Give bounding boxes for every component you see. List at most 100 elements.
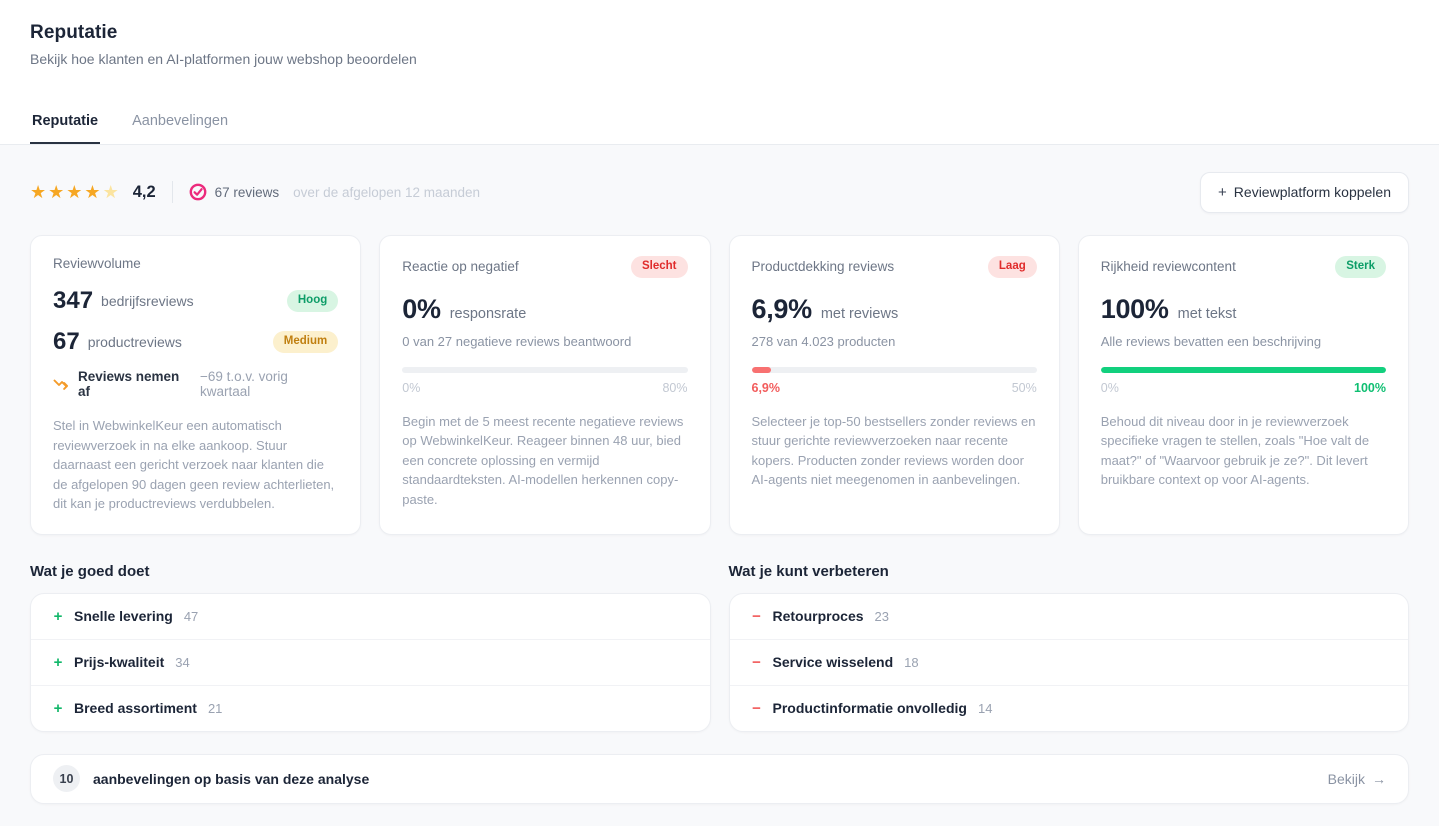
list-item-label: Breed assortiment: [74, 700, 197, 716]
progress-fill: [751, 366, 772, 373]
list-item-count: 18: [904, 654, 919, 670]
list-item[interactable]: − Productinformatie onvolledig 14: [729, 684, 1408, 731]
trend-label: Reviews nemen af: [78, 369, 180, 399]
scale-max-label: 100%: [1354, 380, 1386, 395]
stat-label: bedrijfsreviews: [101, 293, 194, 309]
sign-icon: +: [53, 607, 63, 625]
list-item-label: Retourproces: [772, 608, 864, 624]
vertical-divider: [171, 181, 173, 203]
card-title: Reviewvolume: [53, 256, 141, 271]
improvements-heading: Wat je kunt verbeteren: [728, 562, 889, 580]
sign-icon: +: [53, 653, 63, 671]
status-badge: Slecht: [630, 256, 688, 278]
page-subtitle: Bekijk hoe klanten en AI-platformen jouw…: [30, 51, 417, 67]
connect-reviewplatform-button[interactable]: + Reviewplatform koppelen: [1200, 171, 1409, 213]
card-description: Begin met de 5 meest recente negatieve r…: [402, 413, 684, 507]
stat-label: productreviews: [87, 334, 182, 350]
trending-down-icon: [53, 377, 70, 391]
status-badge: Medium: [272, 331, 339, 353]
card-description: Behoud dit niveau door in je reviewverzo…: [1100, 413, 1370, 488]
stat-value: 347: [53, 287, 94, 314]
view-label: Bekijk: [1327, 770, 1365, 787]
review-period-label: over de afgelopen 12 maanden: [293, 184, 481, 200]
stat-value: 67: [53, 328, 80, 355]
status-badge: Hoog: [286, 290, 339, 312]
stat-bedrijfsreviews: 347 bedrijfsreviews Hoog: [53, 287, 339, 315]
list-item-count: 14: [977, 700, 993, 716]
list-item-count: 34: [175, 654, 190, 670]
strengths-section: Wat je goed doet + Snelle levering 47 + …: [30, 563, 711, 732]
improvements-list: − Retourproces 23 − Service wisselend 18…: [728, 592, 1409, 732]
card-description: Selecteer je top-50 bestsellers zonder r…: [751, 413, 1036, 488]
recommendations-label: aanbevelingen op basis van deze analyse: [93, 770, 370, 787]
card-rijkheid-reviewcontent: Rijkheid reviewcontent Sterk 100% met te…: [1077, 235, 1409, 535]
metric-subtext: 278 van 4.023 producten: [751, 333, 896, 349]
stat-productreviews: 67 productreviews Medium: [53, 328, 339, 356]
webwinkelkeur-check-icon: [189, 183, 207, 201]
metric-cards-grid: Reviewvolume 347 bedrijfsreviews Hoog 67…: [30, 235, 1409, 535]
star-filled-icon: ★: [84, 182, 103, 202]
sign-icon: −: [752, 607, 761, 625]
card-title: Reactie op negatief: [402, 259, 519, 275]
list-item[interactable]: − Retourproces 23: [730, 594, 1409, 639]
tab-reputatie[interactable]: Reputatie: [30, 103, 101, 144]
arrow-right-icon: →: [1372, 770, 1386, 787]
star-empty-icon: ★: [102, 182, 121, 202]
scale-min-label: 6,9%: [751, 380, 781, 395]
scale-min-label: 0%: [402, 380, 421, 395]
metric-suffix: met tekst: [1177, 305, 1237, 322]
metric-subtext: 0 van 27 negatieve reviews beantwoord: [402, 333, 632, 349]
list-item[interactable]: + Prijs-kwaliteit 34: [31, 638, 710, 685]
list-item-count: 21: [207, 700, 223, 716]
progress-bar: [751, 366, 1037, 373]
metric-subtext: Alle reviews bevatten een beschrijving: [1100, 333, 1322, 349]
trend-detail: −69 t.o.v. vorig kwartaal: [200, 369, 288, 399]
list-item[interactable]: + Breed assortiment 21: [31, 684, 710, 731]
trend-row: Reviews nemen af −69 t.o.v. vorig kwarta…: [53, 369, 338, 399]
list-item-label: Prijs-kwaliteit: [74, 654, 165, 670]
sign-icon: −: [752, 653, 761, 671]
tab-aanbevelingen[interactable]: Aanbevelingen: [132, 113, 229, 129]
status-badge: Sterk: [1335, 256, 1386, 278]
tab-bar: Reputatie Aanbevelingen: [0, 103, 1439, 145]
connect-button-label: Reviewplatform koppelen: [1233, 184, 1391, 200]
content-area: ★★★★★ 4,2 67 reviews over de afgelopen 1…: [0, 145, 1439, 826]
card-reviewvolume: Reviewvolume 347 bedrijfsreviews Hoog 67…: [30, 235, 362, 535]
list-item[interactable]: + Snelle levering 47: [31, 594, 710, 639]
progress-bar: [402, 366, 688, 373]
card-title: Productdekking reviews: [751, 259, 895, 275]
metric-suffix: met reviews: [820, 305, 899, 322]
card-title: Rijkheid reviewcontent: [1100, 259, 1236, 275]
card-description: Stel in WebwinkelKeur een automatisch re…: [53, 418, 335, 511]
progress-bar: [1100, 366, 1386, 373]
list-item[interactable]: − Service wisselend 18: [729, 638, 1408, 685]
star-rating-icons: ★★★★★: [30, 183, 121, 201]
list-item-label: Productinformatie onvolledig: [772, 700, 967, 716]
star-filled-icon: ★: [48, 182, 67, 202]
page-header: Reputatie Bekijk hoe klanten en AI-platf…: [0, 0, 1439, 67]
metric-value: 100%: [1100, 293, 1169, 324]
scale-max-label: 80%: [662, 380, 688, 395]
scale-min-label: 0%: [1100, 380, 1119, 395]
list-item-count: 47: [183, 608, 199, 624]
sign-icon: −: [752, 699, 761, 717]
metric-value: 6,9%: [751, 293, 813, 324]
page-title: Reputatie: [30, 22, 118, 43]
strengths-heading: Wat je goed doet: [30, 562, 150, 580]
sign-icon: +: [53, 699, 63, 717]
list-item-label: Service wisselend: [772, 654, 894, 670]
metric-value: 0%: [402, 293, 441, 324]
star-filled-icon: ★: [66, 182, 85, 202]
metric-suffix: responsrate: [449, 305, 527, 322]
strengths-list: + Snelle levering 47 + Prijs-kwaliteit 3…: [30, 592, 711, 732]
recommendations-count-badge: 10: [53, 765, 80, 792]
recommendations-bar[interactable]: 10 aanbevelingen op basis van deze analy…: [30, 753, 1409, 804]
list-item-count: 23: [874, 608, 889, 624]
improvements-section: Wat je kunt verbeteren − Retourproces 23…: [728, 562, 1409, 732]
view-recommendations-link[interactable]: Bekijk →: [1328, 771, 1386, 787]
plus-icon: +: [1218, 183, 1227, 201]
rating-summary-row: ★★★★★ 4,2 67 reviews over de afgelopen 1…: [30, 171, 1409, 213]
reviews-count: 67 reviews: [214, 184, 280, 200]
card-productdekking: Productdekking reviews Laag 6,9% met rev…: [728, 235, 1060, 535]
scale-max-label: 50%: [1011, 380, 1037, 395]
